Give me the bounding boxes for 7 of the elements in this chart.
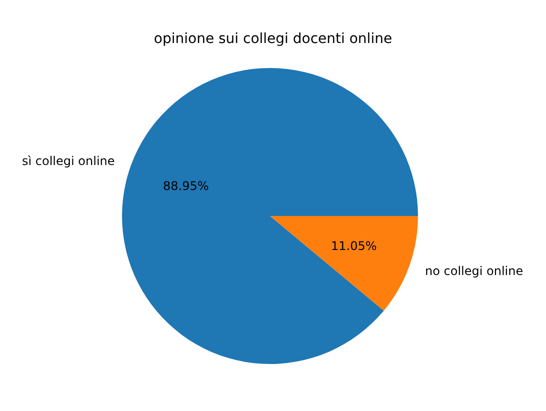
data-label: 88.95%: [163, 179, 209, 193]
slice-label: sì collegi online: [22, 154, 115, 168]
data-label: 11.05%: [331, 239, 377, 253]
slice-label: no collegi online: [425, 264, 524, 278]
pie-slice: [122, 68, 418, 364]
pie-slice: [270, 216, 418, 311]
chart-title: opinione sui collegi docenti online: [154, 30, 392, 47]
